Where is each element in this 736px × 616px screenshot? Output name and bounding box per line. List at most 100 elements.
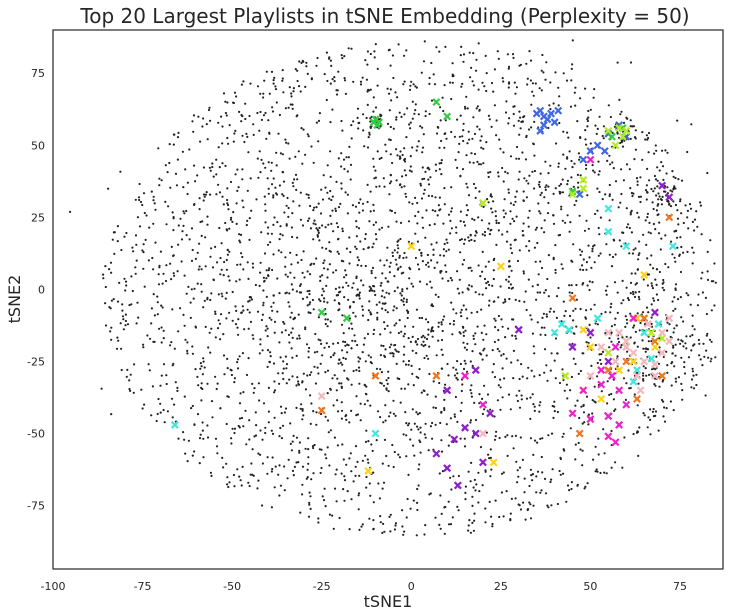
background-point: [390, 343, 393, 346]
background-point: [404, 411, 407, 414]
background-point: [242, 391, 245, 394]
background-point: [689, 207, 693, 210]
background-point: [140, 388, 143, 391]
background-point: [408, 201, 411, 204]
background-point: [226, 101, 229, 104]
background-point: [296, 236, 299, 239]
background-point: [397, 350, 400, 353]
background-point: [515, 145, 519, 149]
background-point: [116, 300, 120, 303]
background-point: [673, 296, 676, 299]
background-point: [405, 298, 408, 301]
background-point: [261, 462, 264, 465]
playlist-point: [650, 308, 659, 317]
background-point: [270, 70, 274, 73]
background-point: [636, 180, 639, 183]
background-point: [131, 289, 134, 293]
background-point: [395, 179, 398, 182]
background-point: [233, 485, 236, 488]
background-point: [376, 84, 379, 87]
background-point: [540, 191, 543, 194]
background-point: [471, 495, 474, 498]
background-point: [457, 509, 460, 512]
background-point: [328, 464, 331, 467]
background-point: [271, 309, 274, 312]
background-point: [388, 138, 391, 141]
background-point: [264, 209, 267, 212]
background-point: [392, 412, 395, 415]
background-point: [310, 145, 313, 148]
background-point: [680, 316, 683, 319]
background-point: [374, 169, 377, 172]
background-point: [552, 192, 555, 195]
background-point: [581, 464, 584, 467]
background-point: [387, 225, 390, 228]
background-point: [521, 234, 525, 237]
background-point: [582, 258, 585, 261]
background-point: [281, 424, 285, 427]
background-point: [463, 346, 466, 349]
background-point: [230, 373, 233, 377]
background-point: [200, 365, 203, 368]
background-point: [267, 119, 270, 122]
background-point: [373, 285, 376, 288]
background-point: [664, 234, 667, 237]
background-point: [575, 283, 578, 287]
background-point: [581, 352, 584, 355]
background-point: [507, 65, 511, 68]
background-point: [660, 203, 664, 206]
background-point: [282, 91, 285, 94]
background-point: [308, 217, 311, 220]
background-point: [273, 389, 277, 392]
background-point: [460, 401, 463, 404]
background-point: [462, 367, 466, 371]
background-point: [544, 160, 547, 163]
background-point: [226, 136, 229, 140]
background-point: [570, 159, 573, 163]
background-point: [450, 227, 453, 230]
background-point: [376, 316, 379, 319]
background-point: [626, 117, 629, 120]
background-point: [409, 84, 412, 87]
background-point: [234, 305, 237, 308]
background-point: [463, 445, 467, 448]
background-point: [389, 125, 392, 129]
background-point: [629, 119, 632, 122]
background-point: [544, 186, 547, 189]
background-point: [633, 136, 637, 139]
background-point: [406, 497, 409, 501]
background-point: [258, 150, 261, 153]
background-point: [259, 343, 262, 346]
background-point: [215, 173, 218, 176]
background-point: [467, 529, 470, 532]
background-point: [217, 146, 220, 149]
background-point: [589, 108, 592, 111]
background-point: [553, 359, 556, 362]
background-point: [359, 198, 362, 201]
background-point: [238, 278, 241, 281]
background-point: [423, 433, 426, 436]
playlist-point: [640, 328, 649, 337]
background-point: [534, 82, 537, 85]
background-point: [482, 349, 485, 352]
background-point: [390, 99, 393, 102]
background-point: [427, 265, 430, 268]
background-point: [302, 372, 305, 375]
background-point: [438, 50, 441, 53]
background-point: [599, 252, 602, 255]
background-point: [373, 177, 376, 180]
background-point: [470, 395, 473, 398]
background-point: [355, 369, 358, 372]
background-point: [539, 193, 542, 197]
background-point: [290, 226, 293, 229]
background-point: [367, 246, 370, 249]
background-point: [606, 380, 609, 383]
background-point: [396, 154, 399, 157]
background-point: [266, 349, 270, 352]
background-point: [646, 138, 649, 141]
background-point: [237, 318, 240, 321]
background-point: [264, 329, 267, 332]
background-point: [361, 202, 365, 205]
background-point: [591, 412, 594, 415]
x-tick-label: 0: [408, 580, 415, 593]
